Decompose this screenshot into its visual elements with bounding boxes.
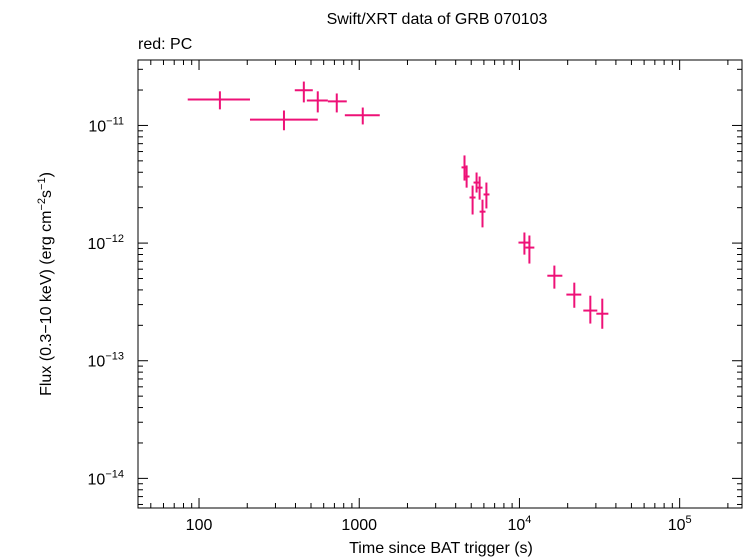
y-tick-label-base: 10 [88,471,106,488]
y-axis-label-part: Flux (0.3−10 keV) (erg cm [38,211,55,396]
y-tick-label-base: 10 [88,118,106,135]
chart-title: Swift/XRT data of GRB 070103 [327,11,548,28]
y-tick-label: 10−13 [88,351,124,371]
y-tick-label-exponent: −11 [106,115,124,127]
y-axis-label-part: s [38,190,55,198]
y-tick-label-base: 10 [88,236,106,253]
x-axis-label: Time since BAT trigger (s) [349,540,533,557]
x-tick-label: 105 [668,514,692,534]
y-tick-label: 10−11 [88,115,124,135]
x-tick-label: 1000 [341,517,377,534]
x-tick-label-base: 10 [507,517,525,534]
y-axis-label-part: −1 [36,177,48,190]
y-axis-label-part: −2 [36,198,48,211]
y-tick-label-base: 10 [88,354,106,371]
x-tick-label: 104 [507,514,531,534]
x-tick-label-exponent: 5 [685,514,691,526]
plot-frame [137,59,743,509]
x-tick-label-base: 10 [668,517,686,534]
y-axis-label-part: ) [38,172,55,177]
y-tick-label-exponent: −14 [105,468,124,480]
y-tick-label-exponent: −12 [105,233,124,245]
y-tick-label: 10−14 [88,468,124,488]
x-tick-label-exponent: 4 [525,514,531,526]
chart-subtitle: red: PC [138,36,192,53]
y-tick-label: 10−12 [88,233,124,253]
y-axis-label: Flux (0.3−10 keV) (erg cm−2s−1) [36,172,55,396]
y-tick-label-exponent: −13 [105,351,124,363]
x-tick-label: 100 [186,517,213,534]
